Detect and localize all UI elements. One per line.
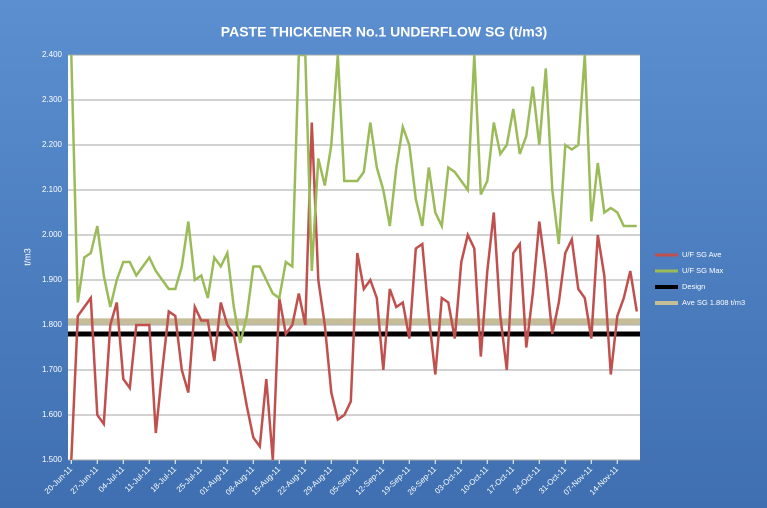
series-line: [70, 122, 639, 460]
y-tick-label: 1.900: [42, 275, 63, 284]
legend-label: U/F SG Ave: [682, 250, 721, 259]
y-axis-label: t/m3: [22, 248, 32, 266]
chart-title: PASTE THICKENER No.1 UNDERFLOW SG (t/m3): [221, 24, 547, 40]
y-tick-label: 2.000: [42, 230, 63, 239]
y-tick-label: 1.700: [42, 365, 63, 374]
y-tick-label: 1.800: [42, 320, 63, 329]
y-tick-label: 2.100: [42, 185, 63, 194]
y-tick-label: 2.200: [42, 140, 63, 149]
legend-label: Design: [682, 282, 705, 291]
legend-label: Ave SG 1.808 t/m3: [682, 298, 745, 307]
y-tick-label: 1.500: [42, 455, 63, 464]
series-line: [70, 55, 637, 344]
y-tick-label: 1.600: [42, 410, 63, 419]
y-tick-label: 2.300: [42, 95, 63, 104]
y-tick-label: 2.400: [42, 50, 63, 59]
legend-label: U/F SG Max: [682, 266, 724, 275]
